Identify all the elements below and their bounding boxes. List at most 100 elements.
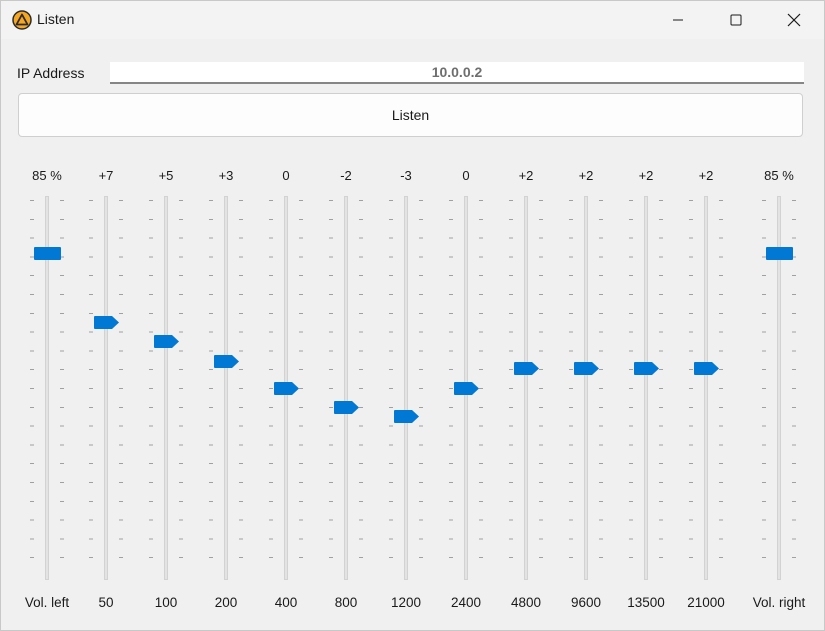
tick-marks-right (719, 200, 723, 576)
tick-marks-right (179, 200, 183, 576)
slider-thumb[interactable] (634, 362, 659, 376)
slider-value-label: 0 (462, 168, 470, 183)
maximize-button[interactable] (707, 1, 765, 39)
slider-track[interactable] (644, 196, 648, 580)
slider-track[interactable] (344, 196, 348, 580)
slider-track[interactable] (777, 196, 781, 580)
slider-thumb[interactable] (694, 362, 719, 376)
tick-marks-right (60, 200, 64, 576)
tick-marks-left (449, 200, 453, 576)
slider-value-label: 0 (282, 168, 290, 183)
tick-marks-right (479, 200, 483, 576)
tick-marks-left (762, 200, 766, 576)
tick-marks-left (149, 200, 153, 576)
slider-eq-4800: +2 4800 (496, 1, 556, 630)
slider-thumb[interactable] (514, 362, 539, 376)
tick-marks-left (569, 200, 573, 576)
slider-vol-left: 85 % Vol. left (17, 1, 77, 630)
minimize-icon (673, 19, 683, 21)
tick-marks-right (359, 200, 363, 576)
minimize-button[interactable] (649, 1, 707, 39)
slider-thumb[interactable] (214, 354, 239, 368)
tick-marks-right (119, 200, 123, 576)
tick-marks-left (509, 200, 513, 576)
slider-thumb[interactable] (574, 362, 599, 376)
slider-thumb[interactable] (454, 381, 479, 395)
tick-marks-left (89, 200, 93, 576)
slider-value-label: +2 (638, 168, 654, 183)
title-bar[interactable]: Listen (1, 1, 824, 39)
slider-name-label: Vol. left (24, 595, 70, 610)
slider-vol-right: 85 % Vol. right (749, 1, 809, 630)
slider-value-label: 85 % (32, 168, 62, 183)
window-title: Listen (37, 11, 75, 27)
tick-marks-left (629, 200, 633, 576)
slider-track[interactable] (524, 196, 528, 580)
slider-eq-100: +5 100 (136, 1, 196, 630)
tick-marks-right (792, 200, 796, 576)
close-icon (787, 13, 801, 27)
tick-marks-right (419, 200, 423, 576)
slider-thumb[interactable] (274, 381, 299, 395)
tick-marks-left (329, 200, 333, 576)
maximize-icon (730, 14, 742, 26)
tick-marks-right (599, 200, 603, 576)
slider-name-label: 9600 (570, 595, 602, 610)
slider-value-label: +2 (698, 168, 714, 183)
slider-value-label: +5 (158, 168, 174, 183)
slider-value-label: +2 (518, 168, 534, 183)
slider-track[interactable] (104, 196, 108, 580)
slider-eq-9600: +2 9600 (556, 1, 616, 630)
slider-thumb[interactable] (34, 247, 61, 261)
slider-track[interactable] (404, 196, 408, 580)
slider-thumb[interactable] (334, 400, 359, 414)
slider-value-label: +2 (578, 168, 594, 183)
tick-marks-left (389, 200, 393, 576)
slider-thumb[interactable] (394, 410, 419, 424)
slider-name-label: 400 (274, 595, 298, 610)
ip-address-input[interactable] (110, 62, 804, 84)
slider-track[interactable] (45, 196, 49, 580)
tick-marks-right (299, 200, 303, 576)
slider-value-label: 85 % (764, 168, 794, 183)
slider-name-label: 2400 (450, 595, 482, 610)
tick-marks-right (659, 200, 663, 576)
slider-thumb[interactable] (766, 247, 793, 261)
slider-name-label: Vol. right (752, 595, 806, 610)
slider-thumb[interactable] (94, 316, 119, 330)
slider-name-label: 100 (154, 595, 178, 610)
slider-value-label: -2 (340, 168, 352, 183)
slider-eq-21000: +2 21000 (676, 1, 736, 630)
close-button[interactable] (765, 1, 823, 39)
slider-name-label: 50 (98, 595, 114, 610)
slider-eq-200: +3 200 (196, 1, 256, 630)
slider-track[interactable] (224, 196, 228, 580)
tick-marks-left (269, 200, 273, 576)
slider-track[interactable] (164, 196, 168, 580)
slider-name-label: 800 (334, 595, 358, 610)
slider-value-label: +3 (218, 168, 234, 183)
tick-marks-right (539, 200, 543, 576)
slider-name-label: 21000 (687, 595, 725, 610)
slider-eq-13500: +2 13500 (616, 1, 676, 630)
app-logo-icon (12, 10, 32, 30)
slider-eq-50: +7 50 (76, 1, 136, 630)
slider-thumb[interactable] (154, 335, 179, 349)
slider-name-label: 4800 (510, 595, 542, 610)
slider-track[interactable] (704, 196, 708, 580)
slider-eq-1200: -3 1200 (376, 1, 436, 630)
slider-name-label: 13500 (627, 595, 665, 610)
slider-value-label: +7 (98, 168, 114, 183)
listen-button[interactable]: Listen (18, 93, 803, 137)
tick-marks-left (209, 200, 213, 576)
slider-eq-2400: 0 2400 (436, 1, 496, 630)
slider-value-label: -3 (400, 168, 412, 183)
slider-eq-800: -2 800 (316, 1, 376, 630)
slider-name-label: 200 (214, 595, 238, 610)
ip-address-label: IP Address (17, 65, 85, 81)
tick-marks-left (30, 200, 34, 576)
slider-track[interactable] (584, 196, 588, 580)
slider-eq-400: 0 400 (256, 1, 316, 630)
tick-marks-left (689, 200, 693, 576)
